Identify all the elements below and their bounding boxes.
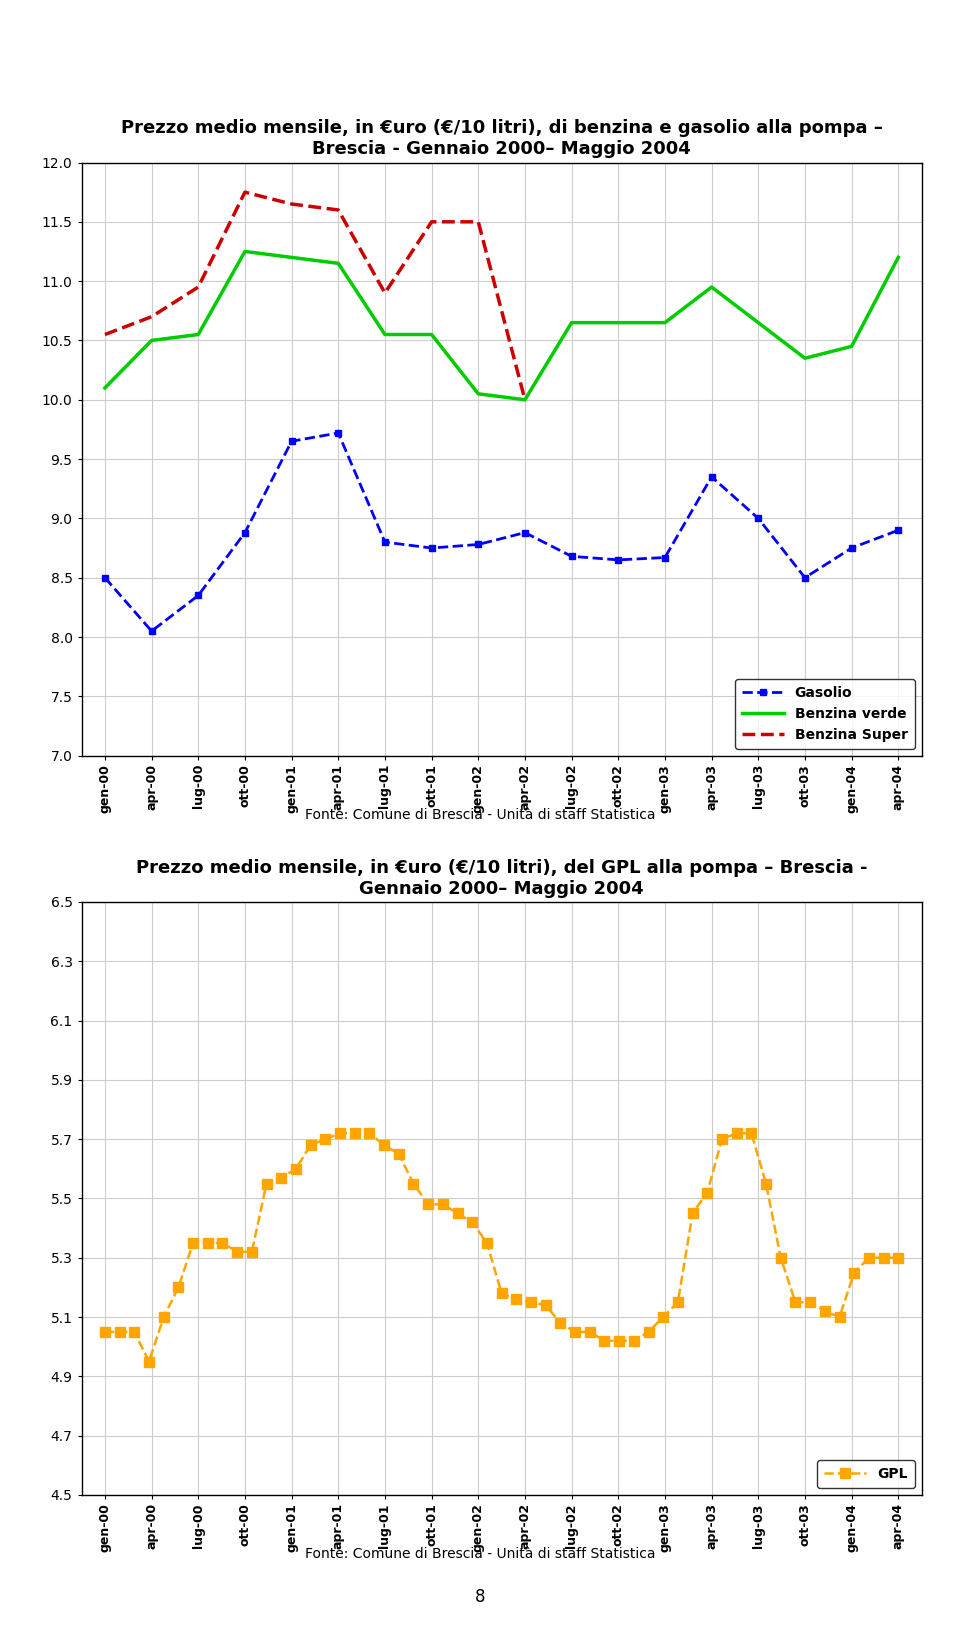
Line: Gasolio: Gasolio [102, 429, 901, 634]
Benzina Super [426, 211, 438, 231]
Gasolio [426, 538, 438, 557]
Gasolio [193, 585, 204, 604]
GPL [261, 1173, 273, 1193]
Text: Fonte: Comune di Brescia - Unità di staff Statistica: Fonte: Comune di Brescia - Unità di staf… [304, 808, 656, 822]
Gasolio [846, 538, 857, 557]
Gasolio [660, 548, 671, 567]
Benzina verde [893, 247, 904, 266]
Gasolio [239, 523, 251, 543]
Benzina verde [519, 390, 531, 410]
Benzina Super [193, 278, 204, 297]
GPL [893, 1248, 904, 1268]
Benzina verde [426, 325, 438, 344]
Gasolio [893, 520, 904, 540]
Benzina verde [286, 247, 298, 266]
GPL [833, 1306, 845, 1326]
Benzina Super [239, 182, 251, 202]
Benzina verde [612, 314, 624, 333]
Benzina verde [565, 314, 577, 333]
Benzina Super [472, 211, 484, 231]
Gasolio [519, 523, 531, 543]
Line: Benzina verde: Benzina verde [105, 252, 899, 400]
Benzina Super [379, 283, 391, 302]
Benzina verde [146, 332, 157, 351]
Gasolio [612, 551, 624, 570]
Benzina verde [799, 348, 810, 367]
Gasolio [706, 466, 717, 486]
Benzina verde [660, 314, 671, 333]
Title: Prezzo medio mensile, in €uro (€/10 litri), di benzina e gasolio alla pompa –
Br: Prezzo medio mensile, in €uro (€/10 litr… [121, 119, 882, 158]
Benzina Super [519, 390, 531, 410]
GPL [143, 1352, 155, 1372]
Benzina verde [332, 254, 344, 273]
GPL [305, 1136, 317, 1155]
Benzina Super [99, 325, 110, 344]
Gasolio [753, 509, 764, 528]
Gasolio [332, 422, 344, 442]
Gasolio [379, 533, 391, 552]
Line: Benzina Super: Benzina Super [105, 192, 525, 400]
Line: GPL: GPL [100, 1128, 903, 1367]
Benzina verde [472, 384, 484, 403]
Gasolio [99, 567, 110, 587]
Gasolio [799, 567, 810, 587]
Benzina Super [332, 200, 344, 219]
Legend: GPL: GPL [818, 1461, 915, 1488]
Benzina verde [846, 336, 857, 356]
Benzina verde [753, 314, 764, 333]
Title: Prezzo medio mensile, in €uro (€/10 litri), del GPL alla pompa – Brescia -
Genna: Prezzo medio mensile, in €uro (€/10 litr… [136, 858, 867, 897]
Text: Fonte: Comune di Brescia - Unità di staff Statistica: Fonte: Comune di Brescia - Unità di staf… [304, 1547, 656, 1562]
Gasolio [565, 546, 577, 565]
Gasolio [472, 535, 484, 554]
GPL [877, 1248, 889, 1268]
GPL [202, 1233, 213, 1253]
GPL [334, 1123, 346, 1142]
Legend: Gasolio, Benzina verde, Benzina Super: Gasolio, Benzina verde, Benzina Super [735, 679, 915, 749]
Benzina Super [146, 307, 157, 327]
Benzina verde [239, 242, 251, 262]
Text: 8: 8 [475, 1588, 485, 1606]
Benzina verde [99, 379, 110, 398]
Benzina verde [193, 325, 204, 344]
Gasolio [286, 432, 298, 452]
GPL [422, 1194, 434, 1214]
GPL [99, 1323, 110, 1342]
Benzina verde [379, 325, 391, 344]
Gasolio [146, 621, 157, 640]
Benzina Super [286, 195, 298, 215]
Benzina verde [706, 278, 717, 297]
